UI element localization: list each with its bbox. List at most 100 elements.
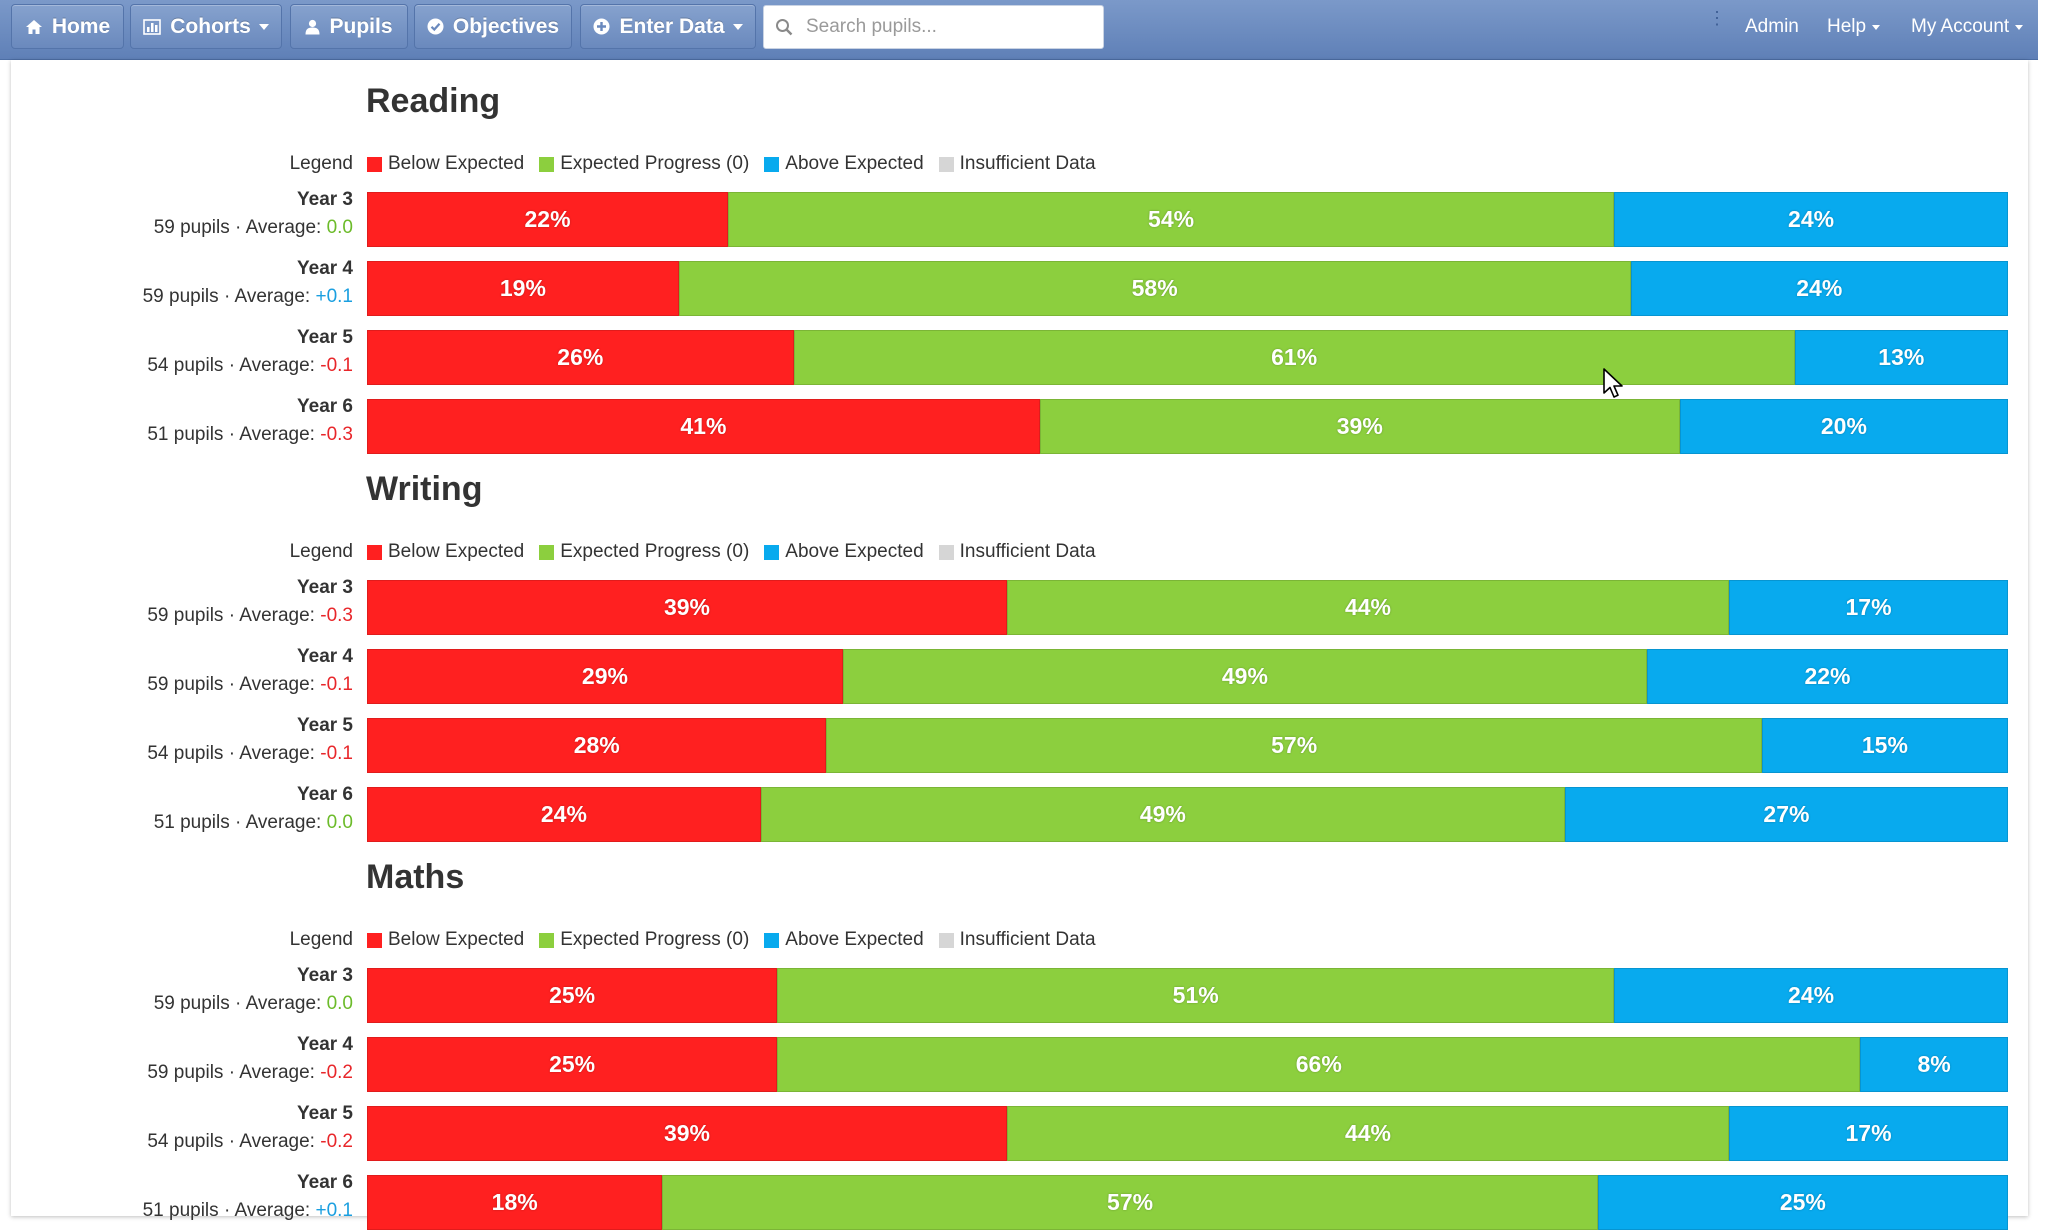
segment-below-expected[interactable]: 26% <box>367 330 794 385</box>
pupil-count: 59 pupils <box>153 993 230 1014</box>
average-label: · Average: <box>228 674 315 695</box>
average-value: +0.1 <box>315 1200 353 1221</box>
average-value: -0.2 <box>320 1131 353 1152</box>
segment-below-expected[interactable]: 39% <box>367 580 1007 635</box>
segment-above-expected[interactable]: 22% <box>1646 649 2008 704</box>
progress-bar[interactable]: 24% 49% 27% <box>367 787 2008 842</box>
search-input[interactable] <box>804 15 1098 39</box>
enter-data-dropdown[interactable]: Enter Data <box>580 4 756 49</box>
segment-above-expected[interactable]: 20% <box>1679 399 2008 454</box>
segment-expected-progress[interactable]: 39% <box>1039 399 1680 454</box>
legend: Legend Below Expected Expected Progress … <box>11 539 1131 565</box>
average-value: -0.3 <box>320 605 353 626</box>
year-label: Year 5 <box>297 1103 353 1124</box>
segment-expected-progress[interactable]: 44% <box>1006 1106 1730 1161</box>
swatch-expected <box>539 544 555 560</box>
section-title: Maths <box>366 858 465 896</box>
segment-expected-progress[interactable]: 61% <box>793 330 1795 385</box>
segment-below-expected[interactable]: 29% <box>367 649 843 704</box>
average-value: +0.1 <box>315 286 353 307</box>
swatch-above <box>764 156 780 172</box>
progress-bar[interactable]: 41% 39% 20% <box>367 399 2008 454</box>
row-label: Year 5 54 pupils · Average: -0.1 <box>11 324 353 380</box>
legend-item-below: Below Expected <box>367 153 524 175</box>
progress-bar[interactable]: 18% 57% 25% <box>367 1175 2008 1230</box>
admin-link[interactable]: Admin <box>1745 16 1799 37</box>
year-label: Year 3 <box>297 577 353 598</box>
progress-report-panel: Reading Legend Below Expected Expected P… <box>11 60 2028 1230</box>
progress-bar[interactable]: 19% 58% 24% <box>367 261 2008 316</box>
average-value: -0.1 <box>320 743 353 764</box>
chevron-down-icon <box>2015 24 2024 30</box>
legend-label: Legend <box>289 153 353 174</box>
legend-item-insufficient: Insufficient Data <box>938 153 1096 175</box>
pupil-count: 54 pupils <box>147 743 224 764</box>
segment-above-expected[interactable]: 17% <box>1729 1106 2008 1161</box>
segment-below-expected[interactable]: 22% <box>367 192 729 247</box>
row-summary: 51 pupils · Average: +0.1 <box>11 1197 353 1225</box>
segment-above-expected[interactable]: 24% <box>1614 968 2008 1023</box>
segment-expected-progress[interactable]: 54% <box>728 192 1615 247</box>
segment-expected-progress[interactable]: 66% <box>777 1037 1861 1092</box>
plus-circle-icon <box>593 18 610 35</box>
segment-above-expected[interactable]: 13% <box>1794 330 2008 385</box>
top-navbar: Home Cohorts Pupils Objectives Enter Dat… <box>0 0 2038 60</box>
segment-above-expected[interactable]: 17% <box>1729 580 2008 635</box>
average-label: · Average: <box>228 1131 315 1152</box>
progress-bar[interactable]: 26% 61% 13% <box>367 330 2008 385</box>
average-label: · Average: <box>228 355 315 376</box>
row-summary: 51 pupils · Average: -0.3 <box>11 421 353 449</box>
progress-bar[interactable]: 25% 66% 8% <box>367 1037 2008 1092</box>
row-label: Year 5 54 pupils · Average: -0.1 <box>11 712 353 768</box>
vertical-divider-icon: ⋮ <box>1708 8 1726 28</box>
segment-below-expected[interactable]: 25% <box>367 1037 778 1092</box>
row-summary: 59 pupils · Average: 0.0 <box>11 214 353 242</box>
segment-expected-progress[interactable]: 57% <box>826 718 1762 773</box>
segment-expected-progress[interactable]: 58% <box>678 261 1631 316</box>
objectives-button[interactable]: Objectives <box>414 4 572 49</box>
search-field[interactable] <box>763 5 1104 49</box>
help-dropdown[interactable]: Help <box>1827 0 1881 54</box>
segment-above-expected[interactable]: 15% <box>1761 718 2008 773</box>
segment-above-expected[interactable]: 25% <box>1597 1175 2008 1230</box>
legend-label: Legend <box>289 929 353 950</box>
segment-below-expected[interactable]: 24% <box>367 787 761 842</box>
segment-above-expected[interactable]: 24% <box>1630 261 2008 316</box>
segment-expected-progress[interactable]: 49% <box>842 649 1647 704</box>
average-value: 0.0 <box>326 217 353 238</box>
cohorts-dropdown[interactable]: Cohorts <box>130 4 282 49</box>
year-label: Year 6 <box>297 784 353 805</box>
segment-above-expected[interactable]: 27% <box>1564 787 2008 842</box>
progress-bar[interactable]: 28% 57% 15% <box>367 718 2008 773</box>
segment-below-expected[interactable]: 18% <box>367 1175 663 1230</box>
segment-below-expected[interactable]: 41% <box>367 399 1040 454</box>
row-label: Year 3 59 pupils · Average: -0.3 <box>11 574 353 630</box>
segment-expected-progress[interactable]: 57% <box>662 1175 1598 1230</box>
row-summary: 59 pupils · Average: +0.1 <box>11 283 353 311</box>
progress-bar[interactable]: 29% 49% 22% <box>367 649 2008 704</box>
average-value: 0.0 <box>326 812 353 833</box>
segment-below-expected[interactable]: 39% <box>367 1106 1007 1161</box>
average-label: · Average: <box>223 286 311 307</box>
my-account-dropdown[interactable]: My Account <box>1911 0 2024 54</box>
search-icon <box>764 18 804 36</box>
row-label: Year 4 59 pupils · Average: +0.1 <box>11 255 353 311</box>
segment-below-expected[interactable]: 28% <box>367 718 827 773</box>
segment-below-expected[interactable]: 25% <box>367 968 778 1023</box>
segment-expected-progress[interactable]: 49% <box>760 787 1565 842</box>
segment-above-expected[interactable]: 8% <box>1860 1037 2008 1092</box>
progress-bar[interactable]: 39% 44% 17% <box>367 580 2008 635</box>
year-label: Year 6 <box>297 1172 353 1193</box>
segment-expected-progress[interactable]: 51% <box>777 968 1615 1023</box>
pupils-button[interactable]: Pupils <box>290 4 408 49</box>
pupil-count: 59 pupils <box>147 674 224 695</box>
average-label: · Average: <box>235 812 322 833</box>
segment-above-expected[interactable]: 24% <box>1614 192 2008 247</box>
progress-bar[interactable]: 39% 44% 17% <box>367 1106 2008 1161</box>
progress-bar[interactable]: 25% 51% 24% <box>367 968 2008 1023</box>
legend: Legend Below Expected Expected Progress … <box>11 927 1131 953</box>
segment-below-expected[interactable]: 19% <box>367 261 679 316</box>
home-button[interactable]: Home <box>11 4 124 49</box>
segment-expected-progress[interactable]: 44% <box>1006 580 1730 635</box>
progress-bar[interactable]: 22% 54% 24% <box>367 192 2008 247</box>
